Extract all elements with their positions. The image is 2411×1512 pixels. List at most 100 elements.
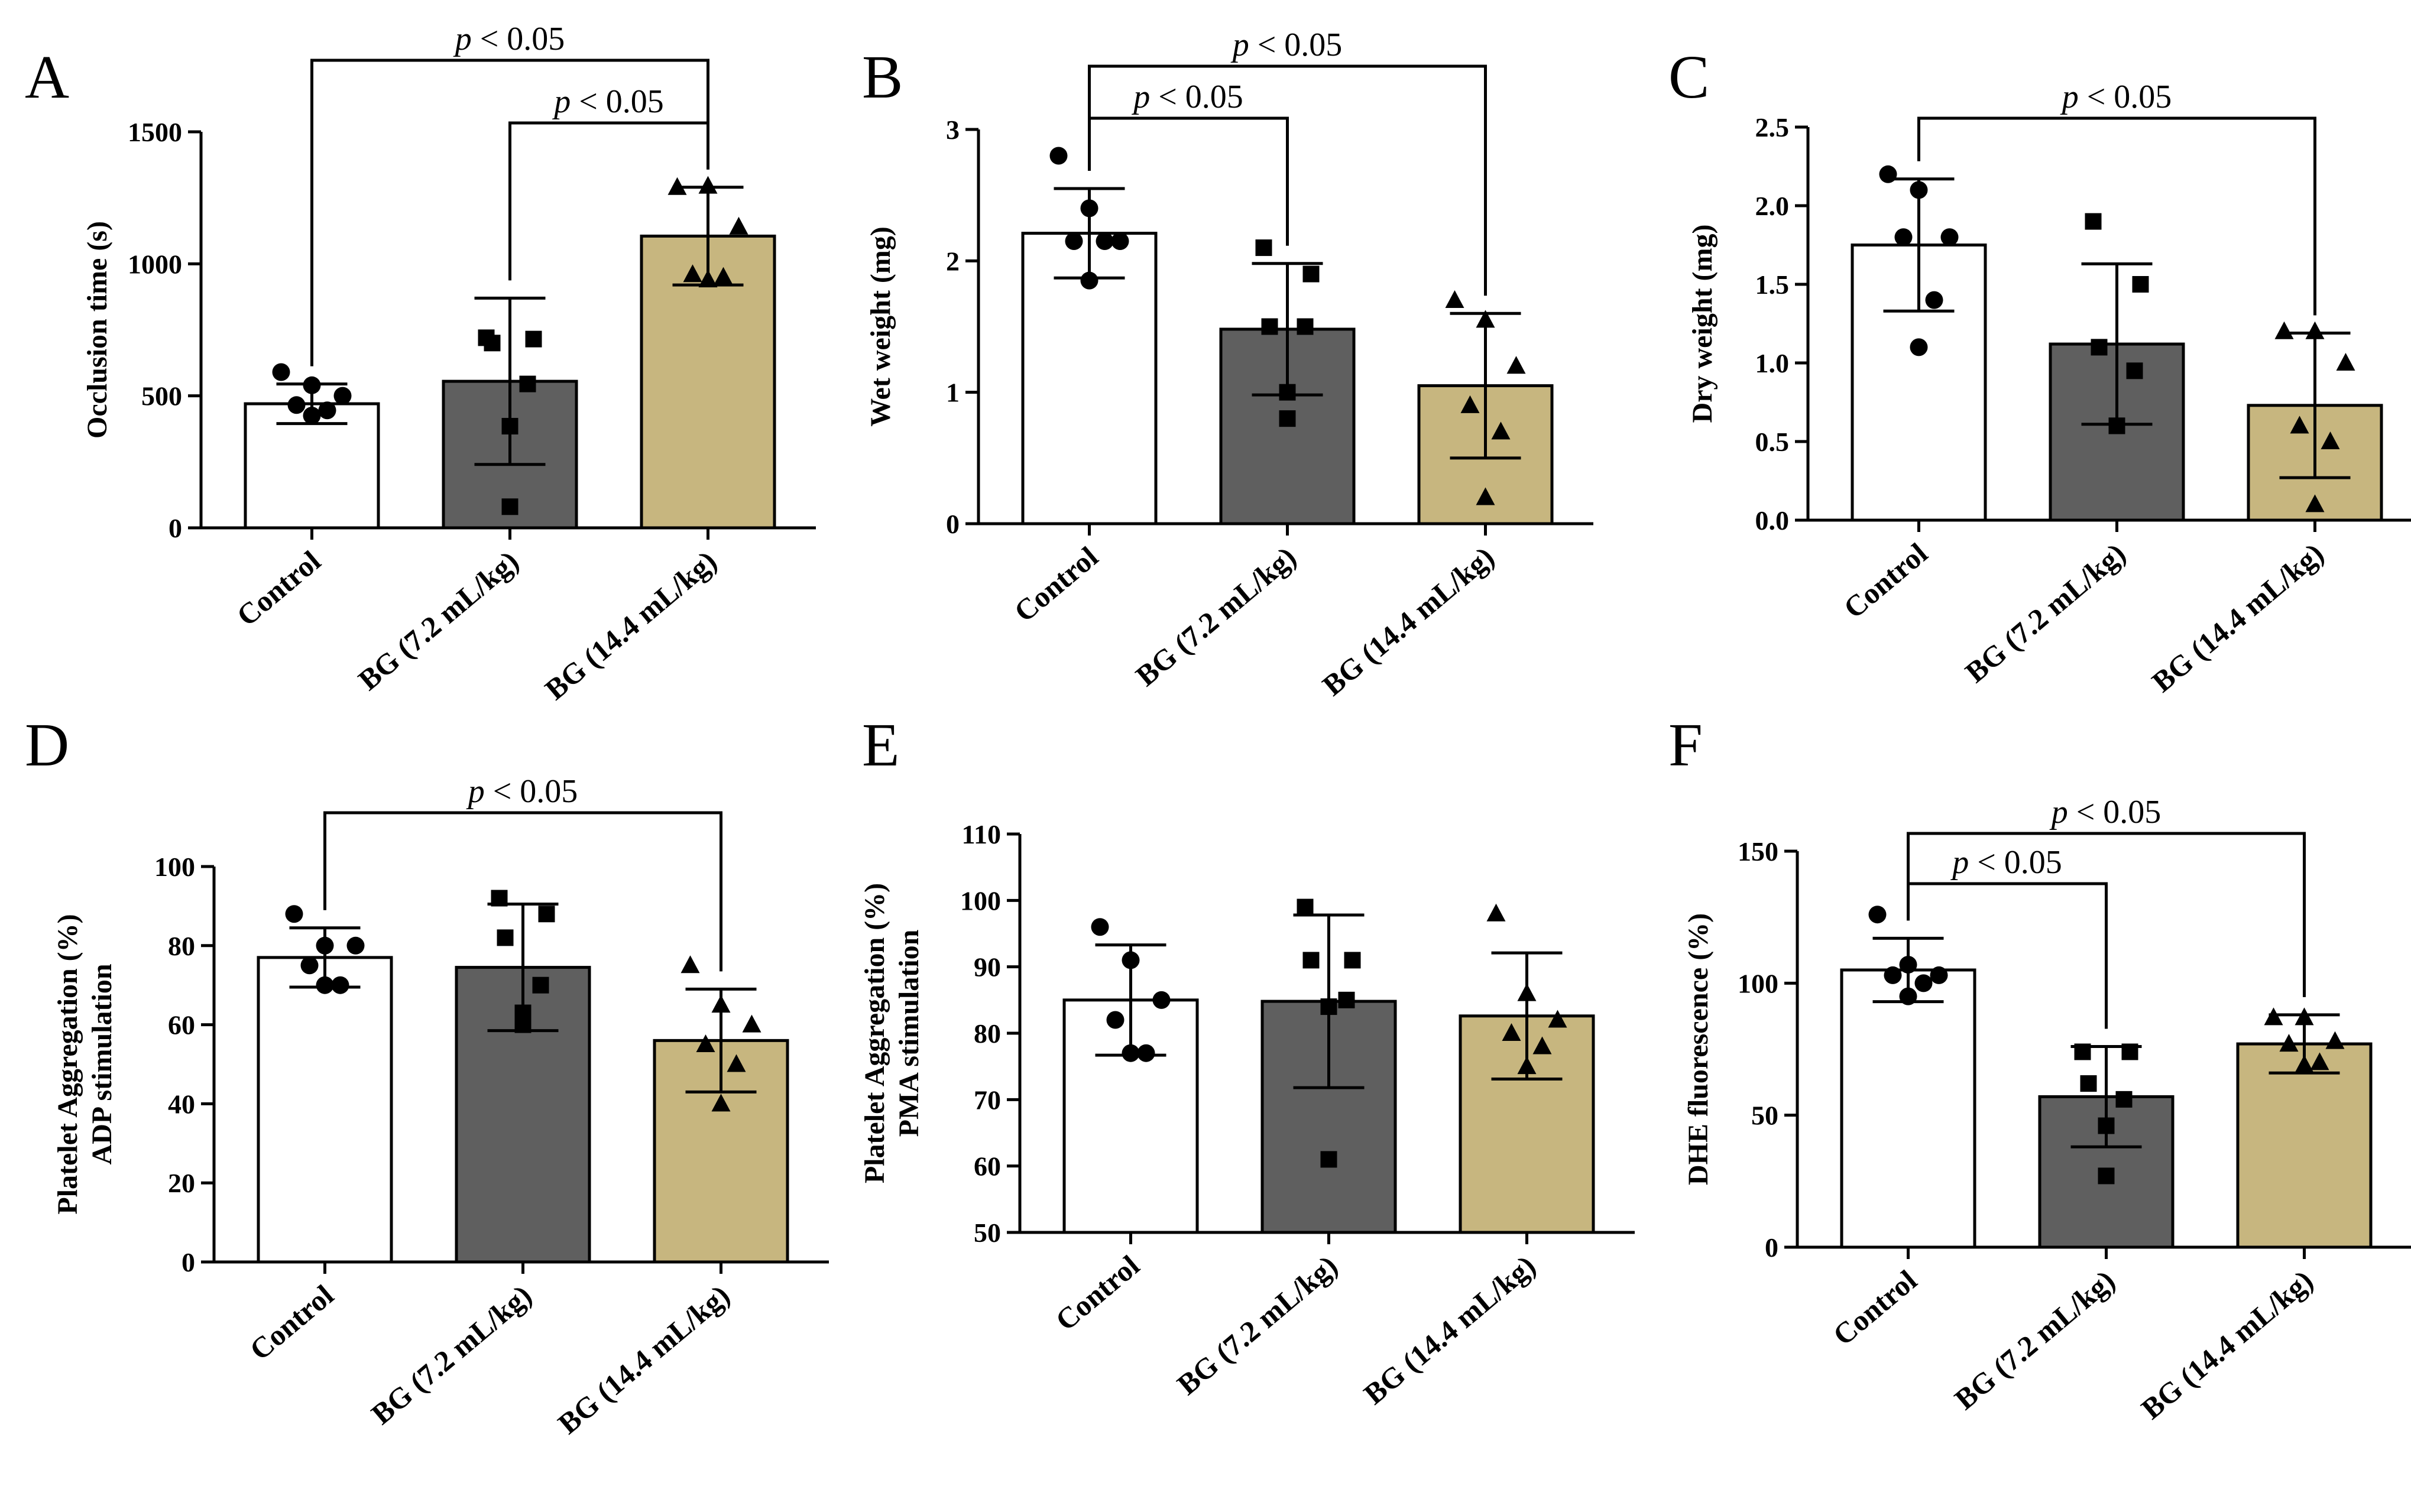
- category-label: BG (7.2 mL/kg): [1948, 1264, 2121, 1416]
- y-tick-label: 100: [154, 852, 195, 882]
- data-point: [742, 1014, 761, 1033]
- data-point: [1884, 966, 1902, 984]
- data-point: [1532, 1036, 1552, 1054]
- data-point: [1910, 181, 1928, 199]
- data-point: [1506, 356, 1526, 374]
- panel-f: F DHE fluorescence (%) 0 50 100 150 Control BG …: [1668, 711, 2411, 1426]
- data-point: [1122, 1044, 1140, 1062]
- data-point: [491, 890, 508, 907]
- y-tick-label: 0.0: [1755, 505, 1790, 536]
- data-point: [1279, 384, 1296, 401]
- data-point: [1445, 290, 1464, 309]
- data-point: [2321, 431, 2340, 449]
- data-point: [680, 955, 700, 974]
- y-tick-label: 0.5: [1755, 427, 1790, 457]
- data-point: [303, 407, 321, 425]
- data-point: [1894, 228, 1913, 246]
- data-point: [1049, 147, 1068, 165]
- y-axis-label: Platelet Aggregation (%): [52, 914, 83, 1214]
- data-point: [1152, 991, 1171, 1009]
- category-label: BG (14.4 mL/kg): [1357, 1249, 1542, 1411]
- data-point: [1925, 291, 1943, 309]
- data-point: [2126, 362, 2143, 379]
- data-point: [1914, 974, 1933, 992]
- y-tick-label: 1.0: [1755, 348, 1790, 378]
- data-point: [519, 375, 536, 392]
- data-point: [1476, 487, 1495, 505]
- data-point: [729, 216, 748, 235]
- data-point: [484, 335, 501, 352]
- data-point: [711, 995, 731, 1013]
- data-point: [1899, 956, 1917, 974]
- bar-1: [1840, 968, 1976, 1249]
- data-point: [1302, 265, 1320, 283]
- data-point: [287, 396, 306, 414]
- category-label: BG (14.4 mL/kg): [539, 544, 723, 706]
- y-tick-label: 3: [946, 115, 960, 145]
- data-point: [2305, 494, 2325, 512]
- significance-bracket: [1088, 116, 1289, 246]
- data-point: [1910, 338, 1928, 356]
- data-point: [1502, 1023, 1521, 1041]
- data-point: [1297, 318, 1314, 335]
- y-tick-label: 500: [141, 381, 182, 411]
- data-point: [1091, 918, 1109, 936]
- data-point: [2274, 321, 2294, 339]
- data-point: [1106, 1011, 1125, 1029]
- data-point: [2132, 276, 2149, 293]
- data-point: [532, 976, 549, 994]
- data-point: [2290, 416, 2309, 434]
- data-point: [1261, 318, 1278, 335]
- panel-letter: A: [25, 43, 69, 111]
- data-point: [525, 330, 542, 348]
- data-point: [1297, 898, 1314, 916]
- y-tick-label: 0: [1765, 1232, 1778, 1263]
- y-tick-label: 0: [946, 509, 960, 539]
- data-point: [497, 929, 514, 946]
- category-label: Control: [231, 544, 327, 632]
- y-axis-label: DHE fluorescence (%): [1683, 913, 1714, 1185]
- bar-3: [2236, 1042, 2373, 1249]
- significance-label: p < 0.05: [2060, 79, 2172, 115]
- y-tick-label: 70: [974, 1085, 1001, 1115]
- data-point: [346, 936, 365, 955]
- data-point: [316, 936, 334, 955]
- category-label: BG (7.2 mL/kg): [1171, 1249, 1343, 1401]
- data-point: [2098, 1117, 2115, 1134]
- bar-1: [257, 956, 393, 1264]
- data-point: [1320, 1151, 1337, 1168]
- data-point: [1517, 983, 1537, 1001]
- y-tick-label: 0: [182, 1247, 195, 1277]
- significance-label: p < 0.05: [1950, 844, 2062, 881]
- y-tick-label: 2.5: [1755, 112, 1790, 142]
- y-tick-label: 0: [168, 513, 182, 543]
- data-point: [1940, 228, 1959, 246]
- data-point: [2310, 1052, 2329, 1070]
- y-axis-label: Occlusion time (s): [82, 221, 113, 439]
- data-point: [316, 976, 334, 994]
- y-tick-label: 1500: [128, 117, 182, 147]
- significance-label: p < 0.05: [1230, 27, 1343, 63]
- y-tick-label: 110: [962, 819, 1001, 849]
- data-point: [538, 906, 555, 923]
- data-point: [1080, 199, 1098, 218]
- category-label: Control: [1827, 1263, 1923, 1352]
- panel-a: A Occlusion time (s) 0 500 1000 1500 Control BG…: [25, 21, 816, 706]
- data-point: [2080, 1075, 2097, 1092]
- data-point: [2121, 1043, 2138, 1060]
- data-point: [696, 1034, 715, 1053]
- significance-bracket: [1907, 882, 2108, 1029]
- data-point: [1879, 165, 1897, 183]
- significance-bracket: [508, 121, 709, 281]
- significance-bracket: [323, 811, 722, 972]
- data-point: [285, 905, 303, 923]
- data-point: [1517, 1056, 1537, 1075]
- y-tick-label: 100: [1738, 968, 1778, 998]
- data-point: [683, 264, 702, 283]
- significance-label: p < 0.05: [2049, 794, 2162, 830]
- significance-bracket: [1917, 116, 2316, 316]
- panel-c: C Dry weight (mg) 0.0 0.5 1.0 1.5 2.0 2.5 Contro…: [1668, 43, 2411, 699]
- panel-letter: B: [862, 43, 903, 111]
- data-point: [501, 418, 519, 435]
- data-point: [2085, 213, 2102, 230]
